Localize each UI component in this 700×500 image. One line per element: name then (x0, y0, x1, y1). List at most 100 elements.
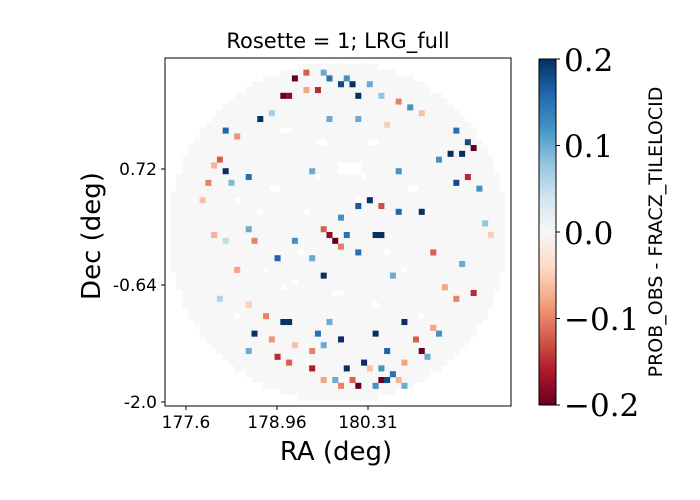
heatmap-background-cell (303, 220, 310, 227)
heatmap-cell (245, 226, 252, 233)
heatmap-background-cell (476, 145, 483, 152)
heatmap-background-cell (384, 203, 391, 210)
heatmap-background-cell (459, 145, 466, 152)
heatmap-background-cell (412, 197, 419, 204)
heatmap-background-cell (441, 98, 448, 105)
heatmap-background-cell (412, 266, 419, 273)
heatmap-background-cell (297, 301, 304, 308)
heatmap-background-cell (372, 162, 379, 169)
heatmap-background-cell (280, 353, 287, 360)
heatmap-background-cell (384, 382, 391, 389)
heatmap-background-cell (418, 330, 425, 337)
heatmap-background-cell (291, 348, 298, 355)
heatmap-background-cell (303, 319, 310, 326)
heatmap-background-cell (436, 92, 443, 99)
heatmap-background-cell (418, 214, 425, 221)
heatmap-background-cell (424, 121, 431, 128)
heatmap-background-cell (211, 145, 218, 152)
heatmap-background-cell (418, 145, 425, 152)
heatmap-background-cell (436, 255, 443, 262)
heatmap-background-cell (326, 313, 333, 320)
heatmap-background-cell (274, 336, 281, 343)
heatmap-background-cell (268, 87, 275, 94)
heatmap-background-cell (476, 243, 483, 250)
heatmap-background-cell (407, 203, 414, 210)
heatmap-background-cell (228, 110, 235, 117)
heatmap-background-cell (297, 197, 304, 204)
heatmap-background-cell (361, 145, 368, 152)
heatmap-cell (309, 255, 316, 262)
heatmap-background-cell (384, 87, 391, 94)
heatmap-background-cell (372, 394, 379, 401)
heatmap-cell (320, 226, 327, 233)
heatmap-background-cell (453, 133, 460, 140)
heatmap-background-cell (234, 295, 241, 302)
heatmap-background-cell (389, 353, 396, 360)
heatmap-background-cell (303, 110, 310, 117)
heatmap-background-cell (378, 98, 385, 105)
heatmap-background-cell (182, 203, 189, 210)
heatmap-cell (280, 319, 287, 326)
heatmap-background-cell (193, 313, 200, 320)
heatmap-background-cell (384, 243, 391, 250)
heatmap-background-cell (239, 104, 246, 111)
heatmap-background-cell (274, 359, 281, 366)
heatmap-background-cell (263, 220, 270, 227)
heatmap-background-cell (395, 348, 402, 355)
heatmap-background-cell (430, 185, 437, 192)
heatmap-background-cell (228, 174, 235, 181)
heatmap-background-cell (182, 232, 189, 239)
heatmap-background-cell (320, 191, 327, 198)
heatmap-background-cell (291, 353, 298, 360)
heatmap-background-cell (280, 330, 287, 337)
heatmap-background-cell (407, 214, 414, 221)
heatmap-background-cell (355, 348, 362, 355)
heatmap-background-cell (297, 324, 304, 331)
heatmap-background-cell (320, 249, 327, 256)
heatmap-background-cell (355, 81, 362, 88)
heatmap-background-cell (366, 324, 373, 331)
heatmap-background-cell (211, 278, 218, 285)
heatmap-background-cell (251, 255, 258, 262)
heatmap-background-cell (459, 272, 466, 279)
heatmap-background-cell (309, 330, 316, 337)
heatmap-background-cell (338, 104, 345, 111)
heatmap-background-cell (470, 237, 477, 244)
heatmap-background-cell (407, 145, 414, 152)
heatmap-background-cell (314, 243, 321, 250)
heatmap-background-cell (401, 284, 408, 291)
heatmap-background-cell (291, 261, 298, 268)
heatmap-background-cell (436, 278, 443, 285)
heatmap-background-cell (297, 174, 304, 181)
heatmap-background-cell (320, 145, 327, 152)
heatmap-background-cell (268, 243, 275, 250)
heatmap-background-cell (320, 255, 327, 262)
heatmap-background-cell (372, 191, 379, 198)
heatmap-background-cell (188, 272, 195, 279)
heatmap-background-cell (320, 156, 327, 163)
heatmap-background-cell (268, 237, 275, 244)
heatmap-background-cell (280, 98, 287, 105)
heatmap-background-cell (257, 156, 264, 163)
heatmap-background-cell (320, 394, 327, 401)
heatmap-background-cell (291, 295, 298, 302)
heatmap-background-cell (268, 162, 275, 169)
heatmap-background-cell (274, 313, 281, 320)
heatmap-background-cell (228, 156, 235, 163)
heatmap-background-cell (326, 284, 333, 291)
heatmap-background-cell (430, 226, 437, 233)
heatmap-cell (338, 81, 345, 88)
heatmap-cell (412, 336, 419, 343)
heatmap-background-cell (309, 336, 316, 343)
heatmap-background-cell (257, 313, 264, 320)
heatmap-background-cell (314, 63, 321, 70)
heatmap-background-cell (418, 87, 425, 94)
heatmap-background-cell (251, 214, 258, 221)
heatmap-background-cell (361, 87, 368, 94)
heatmap-background-cell (395, 353, 402, 360)
heatmap-background-cell (314, 185, 321, 192)
heatmap-background-cell (326, 81, 333, 88)
heatmap-background-cell (268, 145, 275, 152)
heatmap-background-cell (453, 226, 460, 233)
heatmap-background-cell (436, 185, 443, 192)
